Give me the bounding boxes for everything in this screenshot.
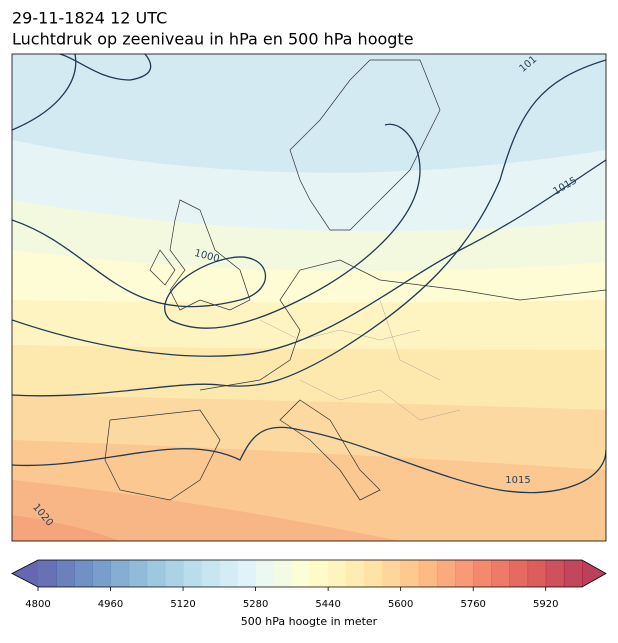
- colorbar-bin: [219, 560, 238, 587]
- colorbar-bin: [364, 560, 384, 587]
- colorbar-tick-label: 5920: [533, 599, 558, 610]
- colorbar-bin: [164, 560, 184, 587]
- colorbar-bin: [92, 560, 112, 587]
- colorbar-bin: [491, 560, 510, 587]
- colorbar-tick-label: 5120: [170, 599, 195, 610]
- colorbar: 4800 4960 5120 5280 5440 5600 5760 5920: [11, 559, 607, 610]
- colorbar-tick-label: 4800: [25, 599, 50, 610]
- colorbar-bin: [128, 560, 148, 587]
- colorbar-tick-label: 5440: [315, 599, 340, 610]
- colorbar-label: 500 hPa hoogte in meter: [241, 615, 378, 628]
- colorbar-bin: [382, 560, 402, 587]
- colorbar-bin: [110, 560, 130, 587]
- colorbar-bin: [436, 560, 456, 587]
- colorbar-bin: [237, 560, 257, 587]
- colorbar-bin: [346, 560, 365, 587]
- colorbar-bin: [418, 560, 438, 587]
- colorbar-tick-label: 5280: [243, 599, 268, 610]
- colorbar-bin: [455, 560, 474, 587]
- colorbar-bin: [273, 560, 293, 587]
- colorbar-bin: [545, 560, 565, 587]
- colorbar-bin: [527, 560, 547, 587]
- colorbar-tick-label: 5760: [460, 599, 485, 610]
- colorbar-bin: [310, 560, 329, 587]
- map-frame: [11, 53, 607, 542]
- colorbar-bin: [146, 560, 166, 587]
- colorbar-bin: [56, 560, 75, 587]
- title-line: Luchtdruk op zeeniveau in hPa en 500 hPa…: [12, 30, 414, 49]
- colorbar-tick-label: 5600: [388, 599, 413, 610]
- colorbar-bin: [291, 560, 311, 587]
- colorbar-bin: [183, 560, 202, 587]
- colorbar-bin: [400, 560, 420, 587]
- colorbar-bin: [74, 560, 93, 587]
- colorbar-extend-high: [582, 560, 606, 587]
- colorbar-bin: [473, 560, 492, 587]
- colorbar-bin: [38, 560, 57, 587]
- colorbar-bin: [201, 560, 220, 587]
- colorbar-tick-label: 4960: [98, 599, 123, 610]
- colorbar-bin: [255, 560, 275, 587]
- map: [12, 54, 606, 541]
- colorbar-bin: [328, 560, 347, 587]
- contour-label: 1015: [505, 475, 530, 486]
- colorbar-bin: [509, 560, 529, 587]
- title-line: 29-11-1824 12 UTC: [12, 9, 167, 28]
- colorbar-extend-low: [12, 560, 38, 587]
- colorbar-bin: [563, 560, 583, 587]
